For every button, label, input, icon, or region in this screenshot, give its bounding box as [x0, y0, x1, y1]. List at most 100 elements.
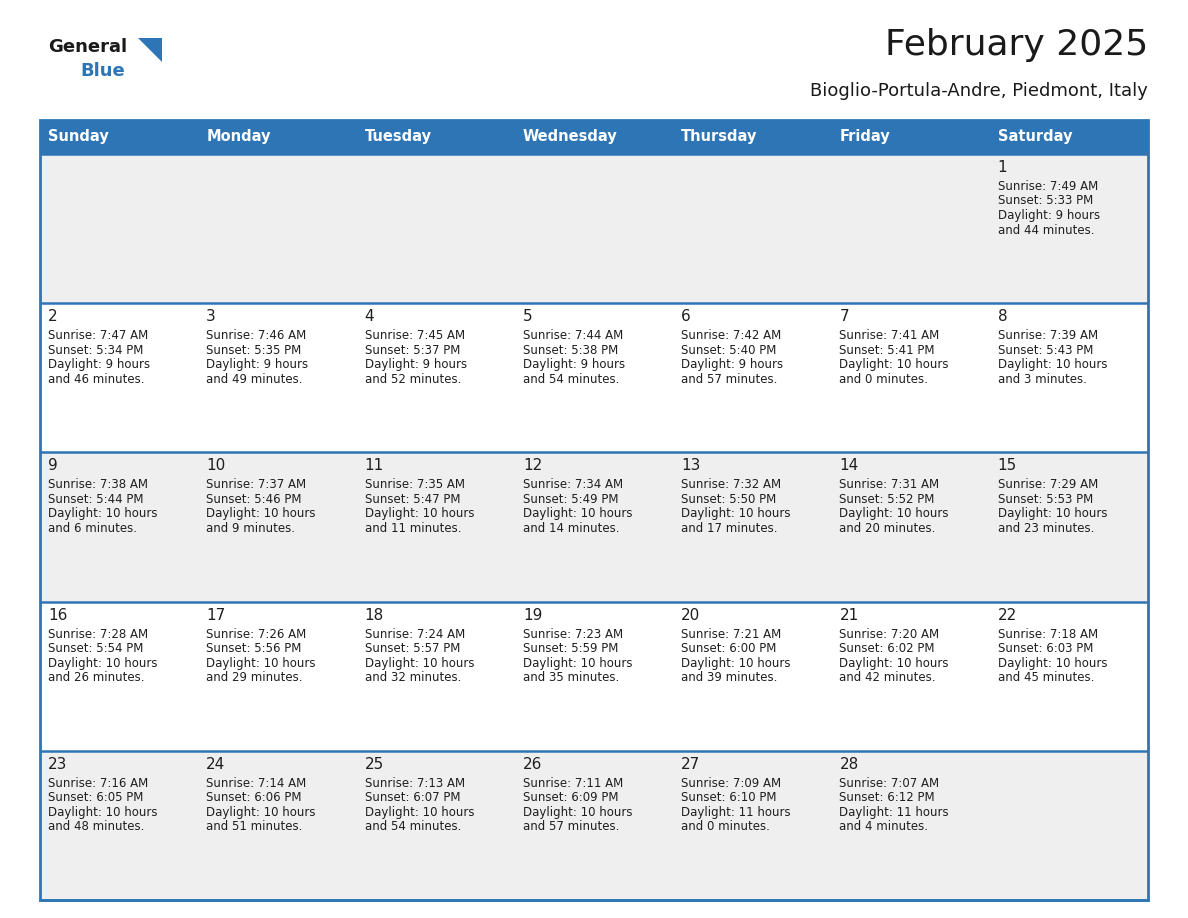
- Text: Daylight: 9 hours: Daylight: 9 hours: [207, 358, 309, 371]
- Text: Sunset: 6:05 PM: Sunset: 6:05 PM: [48, 791, 144, 804]
- Text: and 20 minutes.: and 20 minutes.: [840, 522, 936, 535]
- Text: 17: 17: [207, 608, 226, 622]
- Text: and 44 minutes.: and 44 minutes.: [998, 223, 1094, 237]
- Text: Sunrise: 7:28 AM: Sunrise: 7:28 AM: [48, 628, 148, 641]
- Text: Daylight: 10 hours: Daylight: 10 hours: [840, 656, 949, 669]
- Text: 5: 5: [523, 309, 532, 324]
- Text: Daylight: 10 hours: Daylight: 10 hours: [840, 358, 949, 371]
- Text: and 46 minutes.: and 46 minutes.: [48, 373, 145, 386]
- Bar: [40, 751, 1148, 900]
- Text: Daylight: 11 hours: Daylight: 11 hours: [681, 806, 791, 819]
- Text: 20: 20: [681, 608, 701, 622]
- Text: Sunset: 5:34 PM: Sunset: 5:34 PM: [48, 343, 144, 357]
- Text: 8: 8: [998, 309, 1007, 324]
- Bar: [40, 601, 1148, 751]
- Text: Sunset: 6:00 PM: Sunset: 6:00 PM: [681, 642, 777, 655]
- Text: and 48 minutes.: and 48 minutes.: [48, 821, 145, 834]
- Bar: [514, 120, 674, 154]
- Text: and 54 minutes.: and 54 minutes.: [523, 373, 619, 386]
- Text: and 57 minutes.: and 57 minutes.: [523, 821, 619, 834]
- Text: Daylight: 10 hours: Daylight: 10 hours: [998, 358, 1107, 371]
- Text: Sunset: 5:41 PM: Sunset: 5:41 PM: [840, 343, 935, 357]
- Text: 19: 19: [523, 608, 542, 622]
- Text: 4: 4: [365, 309, 374, 324]
- Text: Daylight: 10 hours: Daylight: 10 hours: [207, 806, 316, 819]
- Text: Sunset: 6:12 PM: Sunset: 6:12 PM: [840, 791, 935, 804]
- Text: Tuesday: Tuesday: [365, 129, 431, 144]
- Text: Sunrise: 7:20 AM: Sunrise: 7:20 AM: [840, 628, 940, 641]
- Text: 22: 22: [998, 608, 1017, 622]
- Text: 16: 16: [48, 608, 68, 622]
- Text: Sunset: 5:35 PM: Sunset: 5:35 PM: [207, 343, 302, 357]
- Text: and 11 minutes.: and 11 minutes.: [365, 522, 461, 535]
- Bar: [990, 120, 1148, 154]
- Text: 6: 6: [681, 309, 691, 324]
- Text: 21: 21: [840, 608, 859, 622]
- Text: and 3 minutes.: and 3 minutes.: [998, 373, 1087, 386]
- Text: Sunset: 6:10 PM: Sunset: 6:10 PM: [681, 791, 777, 804]
- Text: Daylight: 10 hours: Daylight: 10 hours: [365, 656, 474, 669]
- Text: Thursday: Thursday: [681, 129, 758, 144]
- Text: 15: 15: [998, 458, 1017, 474]
- Bar: [356, 120, 514, 154]
- Text: 14: 14: [840, 458, 859, 474]
- Text: 12: 12: [523, 458, 542, 474]
- Text: Sunset: 5:47 PM: Sunset: 5:47 PM: [365, 493, 460, 506]
- Text: and 35 minutes.: and 35 minutes.: [523, 671, 619, 684]
- Text: Daylight: 10 hours: Daylight: 10 hours: [365, 508, 474, 521]
- Text: Sunset: 5:56 PM: Sunset: 5:56 PM: [207, 642, 302, 655]
- Text: Sunset: 6:06 PM: Sunset: 6:06 PM: [207, 791, 302, 804]
- Text: Sunset: 5:49 PM: Sunset: 5:49 PM: [523, 493, 619, 506]
- Text: February 2025: February 2025: [885, 28, 1148, 62]
- Text: and 14 minutes.: and 14 minutes.: [523, 522, 619, 535]
- Text: Sunset: 5:43 PM: Sunset: 5:43 PM: [998, 343, 1093, 357]
- Text: and 0 minutes.: and 0 minutes.: [840, 373, 928, 386]
- Text: Sunrise: 7:35 AM: Sunrise: 7:35 AM: [365, 478, 465, 491]
- Text: Sunset: 5:38 PM: Sunset: 5:38 PM: [523, 343, 618, 357]
- Text: and 17 minutes.: and 17 minutes.: [681, 522, 778, 535]
- Text: Sunset: 5:57 PM: Sunset: 5:57 PM: [365, 642, 460, 655]
- Text: Daylight: 9 hours: Daylight: 9 hours: [998, 209, 1100, 222]
- Text: 13: 13: [681, 458, 701, 474]
- Text: Daylight: 10 hours: Daylight: 10 hours: [365, 806, 474, 819]
- Text: Sunset: 5:54 PM: Sunset: 5:54 PM: [48, 642, 144, 655]
- Text: Sunrise: 7:18 AM: Sunrise: 7:18 AM: [998, 628, 1098, 641]
- Text: 23: 23: [48, 756, 68, 772]
- Text: Daylight: 10 hours: Daylight: 10 hours: [681, 656, 791, 669]
- Text: Sunrise: 7:49 AM: Sunrise: 7:49 AM: [998, 180, 1098, 193]
- Text: Daylight: 9 hours: Daylight: 9 hours: [48, 358, 150, 371]
- Bar: [40, 120, 1148, 900]
- Text: Sunrise: 7:09 AM: Sunrise: 7:09 AM: [681, 777, 782, 789]
- Text: Sunrise: 7:07 AM: Sunrise: 7:07 AM: [840, 777, 940, 789]
- Text: 27: 27: [681, 756, 701, 772]
- Text: Wednesday: Wednesday: [523, 129, 618, 144]
- Text: 26: 26: [523, 756, 542, 772]
- Text: and 54 minutes.: and 54 minutes.: [365, 821, 461, 834]
- Text: Sunrise: 7:42 AM: Sunrise: 7:42 AM: [681, 330, 782, 342]
- Text: and 32 minutes.: and 32 minutes.: [365, 671, 461, 684]
- Text: Sunrise: 7:38 AM: Sunrise: 7:38 AM: [48, 478, 148, 491]
- Text: and 29 minutes.: and 29 minutes.: [207, 671, 303, 684]
- Text: Sunrise: 7:23 AM: Sunrise: 7:23 AM: [523, 628, 623, 641]
- Bar: [40, 453, 1148, 601]
- Text: Sunrise: 7:45 AM: Sunrise: 7:45 AM: [365, 330, 465, 342]
- Text: Sunset: 5:52 PM: Sunset: 5:52 PM: [840, 493, 935, 506]
- Text: 28: 28: [840, 756, 859, 772]
- Text: Daylight: 9 hours: Daylight: 9 hours: [681, 358, 783, 371]
- Text: 11: 11: [365, 458, 384, 474]
- Text: Sunset: 5:40 PM: Sunset: 5:40 PM: [681, 343, 777, 357]
- Text: 18: 18: [365, 608, 384, 622]
- Text: and 0 minutes.: and 0 minutes.: [681, 821, 770, 834]
- Text: Daylight: 10 hours: Daylight: 10 hours: [207, 656, 316, 669]
- Text: Sunrise: 7:44 AM: Sunrise: 7:44 AM: [523, 330, 624, 342]
- Text: Sunset: 5:46 PM: Sunset: 5:46 PM: [207, 493, 302, 506]
- Text: Sunrise: 7:14 AM: Sunrise: 7:14 AM: [207, 777, 307, 789]
- Text: 3: 3: [207, 309, 216, 324]
- Text: 2: 2: [48, 309, 58, 324]
- Text: and 26 minutes.: and 26 minutes.: [48, 671, 145, 684]
- Text: Sunset: 6:07 PM: Sunset: 6:07 PM: [365, 791, 460, 804]
- Text: Sunrise: 7:31 AM: Sunrise: 7:31 AM: [840, 478, 940, 491]
- Bar: [40, 303, 1148, 453]
- Text: and 4 minutes.: and 4 minutes.: [840, 821, 929, 834]
- Text: Daylight: 10 hours: Daylight: 10 hours: [48, 656, 158, 669]
